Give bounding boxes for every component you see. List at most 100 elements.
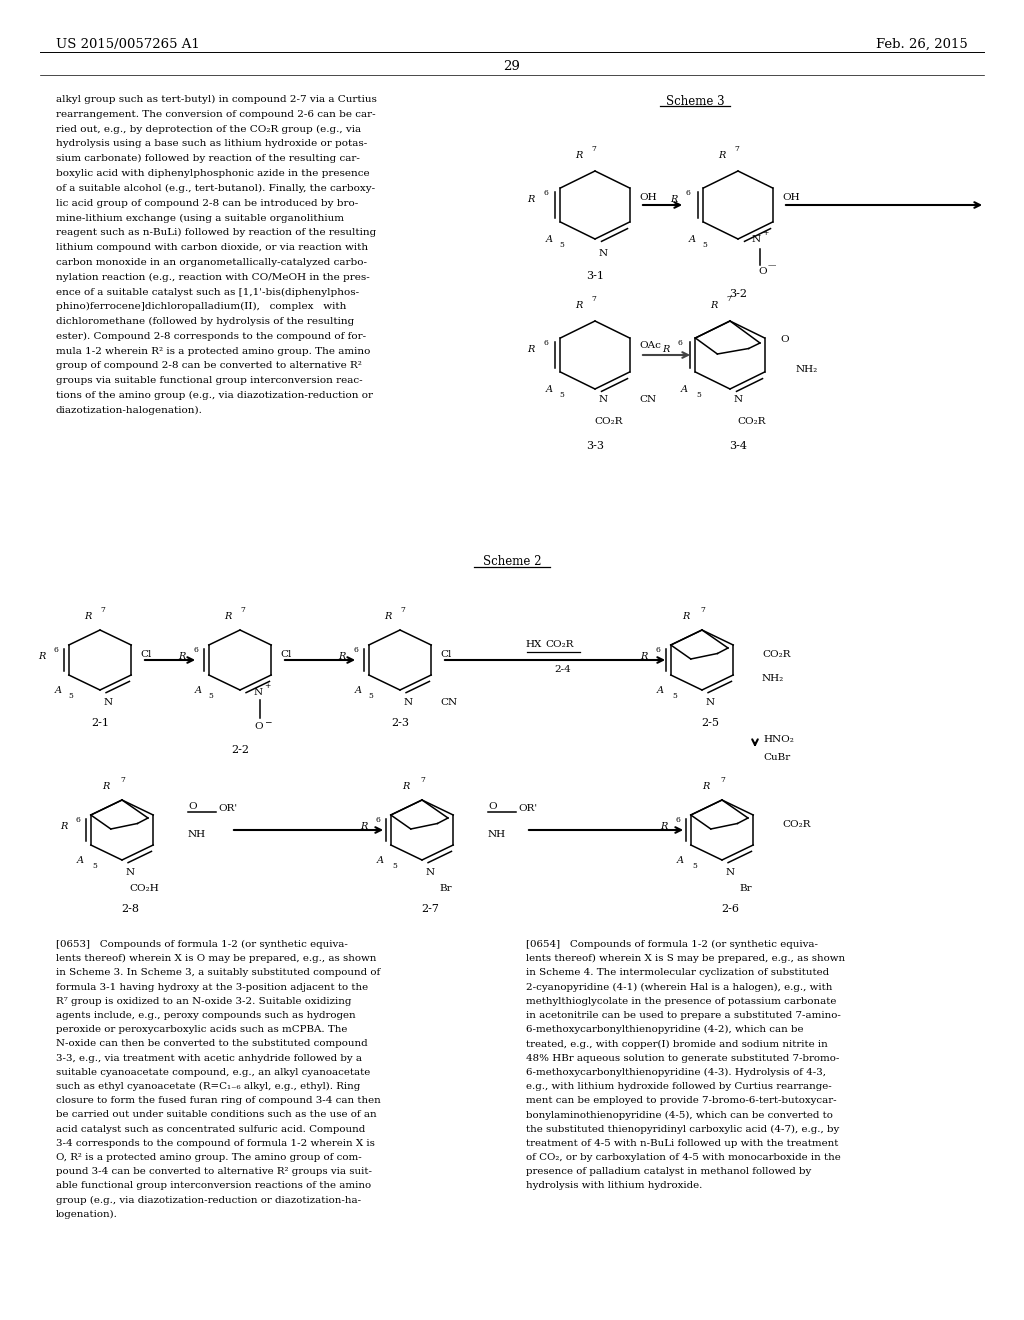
Text: of a suitable alcohol (e.g., tert-butanol). Finally, the carboxy-: of a suitable alcohol (e.g., tert-butano… — [56, 183, 375, 193]
Text: 7: 7 — [700, 606, 705, 614]
Text: OR': OR' — [218, 804, 238, 813]
Text: N: N — [752, 235, 761, 244]
Text: HNO₂: HNO₂ — [763, 735, 794, 744]
Text: ment can be employed to provide 7-bromo-6-tert-butoxycar-: ment can be employed to provide 7-bromo-… — [526, 1096, 837, 1105]
Text: R: R — [671, 195, 678, 205]
Text: of CO₂, or by carboxylation of 4-5 with monocarboxide in the: of CO₂, or by carboxylation of 4-5 with … — [526, 1152, 841, 1162]
Text: A: A — [689, 235, 696, 244]
Text: CO₂H: CO₂H — [129, 884, 159, 894]
Text: A: A — [55, 686, 62, 696]
Text: Scheme 2: Scheme 2 — [482, 554, 542, 568]
Text: CO₂R: CO₂R — [782, 820, 811, 829]
Text: Cl: Cl — [140, 649, 152, 659]
Text: R: R — [339, 652, 346, 661]
Text: O, R² is a protected amino group. The amino group of com-: O, R² is a protected amino group. The am… — [56, 1152, 361, 1162]
Text: 6: 6 — [678, 339, 683, 347]
Text: A: A — [377, 855, 384, 865]
Text: Feb. 26, 2015: Feb. 26, 2015 — [877, 38, 968, 51]
Text: 5: 5 — [92, 862, 97, 870]
Text: the substituted thienopyridinyl carboxylic acid (4-7), e.g., by: the substituted thienopyridinyl carboxyl… — [526, 1125, 840, 1134]
Text: CO₂R: CO₂R — [545, 640, 573, 649]
Text: N: N — [599, 249, 608, 257]
Text: closure to form the fused furan ring of compound 3-4 can then: closure to form the fused furan ring of … — [56, 1096, 381, 1105]
Text: [0654]   Compounds of formula 1-2 (or synthetic equiva-: [0654] Compounds of formula 1-2 (or synt… — [526, 940, 818, 949]
Text: NH: NH — [488, 830, 506, 840]
Text: R: R — [527, 195, 535, 205]
Text: 7: 7 — [120, 776, 125, 784]
Text: Br: Br — [439, 884, 453, 894]
Text: R: R — [660, 822, 668, 832]
Text: 3-3: 3-3 — [586, 441, 604, 451]
Text: 6-methoxycarbonylthienopyridine (4-2), which can be: 6-methoxycarbonylthienopyridine (4-2), w… — [526, 1026, 804, 1035]
Text: hydrolysis using a base such as lithium hydroxide or potas-: hydrolysis using a base such as lithium … — [56, 140, 368, 148]
Text: nylation reaction (e.g., reaction with CO/MeOH in the pres-: nylation reaction (e.g., reaction with C… — [56, 273, 370, 281]
Text: 48% HBr aqueous solution to generate substituted 7-bromo-: 48% HBr aqueous solution to generate sub… — [526, 1053, 840, 1063]
Text: 3-4: 3-4 — [729, 441, 746, 451]
Text: A: A — [657, 686, 664, 696]
Text: 7: 7 — [591, 145, 596, 153]
Text: group of compound 2-8 can be converted to alternative R²: group of compound 2-8 can be converted t… — [56, 362, 361, 371]
Text: formula 3-1 having hydroxy at the 3-position adjacent to the: formula 3-1 having hydroxy at the 3-posi… — [56, 982, 368, 991]
Text: carbon monoxide in an organometallically-catalyzed carbo-: carbon monoxide in an organometallically… — [56, 257, 367, 267]
Text: A: A — [355, 686, 362, 696]
Text: A: A — [195, 686, 202, 696]
Text: 2-2: 2-2 — [231, 744, 249, 755]
Text: 7: 7 — [240, 606, 245, 614]
Text: R: R — [719, 150, 726, 160]
Text: 2-7: 2-7 — [421, 904, 439, 913]
Text: 5: 5 — [696, 391, 700, 399]
Text: 5: 5 — [672, 692, 677, 700]
Text: boxylic acid with diphenylphosphonic azide in the presence: boxylic acid with diphenylphosphonic azi… — [56, 169, 370, 178]
Text: 5: 5 — [559, 391, 564, 399]
Text: CO₂R: CO₂R — [595, 417, 624, 426]
Text: presence of palladium catalyst in methanol followed by: presence of palladium catalyst in methan… — [526, 1167, 811, 1176]
Text: −: − — [264, 717, 271, 726]
Text: 6: 6 — [376, 816, 381, 824]
Text: R: R — [683, 612, 690, 620]
Text: R: R — [60, 822, 68, 832]
Text: R: R — [360, 822, 368, 832]
Text: 7: 7 — [591, 294, 596, 304]
Text: 7: 7 — [420, 776, 425, 784]
Text: in Scheme 4. The intermolecular cyclization of substituted: in Scheme 4. The intermolecular cyclizat… — [526, 969, 829, 977]
Text: rearrangement. The conversion of compound 2-6 can be car-: rearrangement. The conversion of compoun… — [56, 110, 376, 119]
Text: lents thereof) wherein X is O may be prepared, e.g., as shown: lents thereof) wherein X is O may be pre… — [56, 954, 377, 964]
Text: 5: 5 — [702, 242, 707, 249]
Text: 29: 29 — [504, 59, 520, 73]
Text: treatment of 4-5 with n-BuLi followed up with the treatment: treatment of 4-5 with n-BuLi followed up… — [526, 1139, 839, 1148]
Text: R: R — [641, 652, 648, 661]
Text: O: O — [254, 722, 262, 731]
Text: 2-1: 2-1 — [91, 718, 109, 729]
Text: 2-8: 2-8 — [121, 904, 139, 913]
Text: 7: 7 — [734, 145, 739, 153]
Text: Br: Br — [739, 884, 753, 894]
Text: R: R — [85, 612, 92, 620]
Text: N: N — [126, 869, 135, 876]
Text: peroxide or peroxycarboxylic acids such as mCPBA. The: peroxide or peroxycarboxylic acids such … — [56, 1026, 347, 1034]
Text: treated, e.g., with copper(I) bromide and sodium nitrite in: treated, e.g., with copper(I) bromide an… — [526, 1039, 827, 1048]
Text: 7: 7 — [720, 776, 725, 784]
Text: R: R — [39, 652, 46, 661]
Text: CO₂R: CO₂R — [737, 417, 766, 426]
Text: 5: 5 — [392, 862, 397, 870]
Text: R: R — [663, 345, 670, 354]
Text: acid catalyst such as concentrated sulfuric acid. Compound: acid catalyst such as concentrated sulfu… — [56, 1125, 366, 1134]
Text: A: A — [77, 855, 84, 865]
Text: 6-methoxycarbonylthienopyridine (4-3). Hydrolysis of 4-3,: 6-methoxycarbonylthienopyridine (4-3). H… — [526, 1068, 826, 1077]
Text: methylthioglycolate in the presence of potassium carbonate: methylthioglycolate in the presence of p… — [526, 997, 837, 1006]
Text: HX: HX — [525, 640, 542, 649]
Text: be carried out under suitable conditions such as the use of an: be carried out under suitable conditions… — [56, 1110, 377, 1119]
Text: 2-4: 2-4 — [555, 665, 571, 675]
Text: 6: 6 — [686, 189, 691, 197]
Text: 6: 6 — [543, 189, 548, 197]
Text: OH: OH — [782, 193, 800, 202]
Text: N: N — [734, 395, 743, 404]
Text: A: A — [546, 235, 553, 244]
Text: US 2015/0057265 A1: US 2015/0057265 A1 — [56, 38, 200, 51]
Text: 7: 7 — [400, 606, 404, 614]
Text: 3-4 corresponds to the compound of formula 1-2 wherein X is: 3-4 corresponds to the compound of formu… — [56, 1139, 375, 1148]
Text: R: R — [102, 781, 110, 791]
Text: in acetonitrile can be used to prepare a substituted 7-amino-: in acetonitrile can be used to prepare a… — [526, 1011, 841, 1020]
Text: O: O — [780, 335, 788, 345]
Text: N: N — [706, 698, 715, 708]
